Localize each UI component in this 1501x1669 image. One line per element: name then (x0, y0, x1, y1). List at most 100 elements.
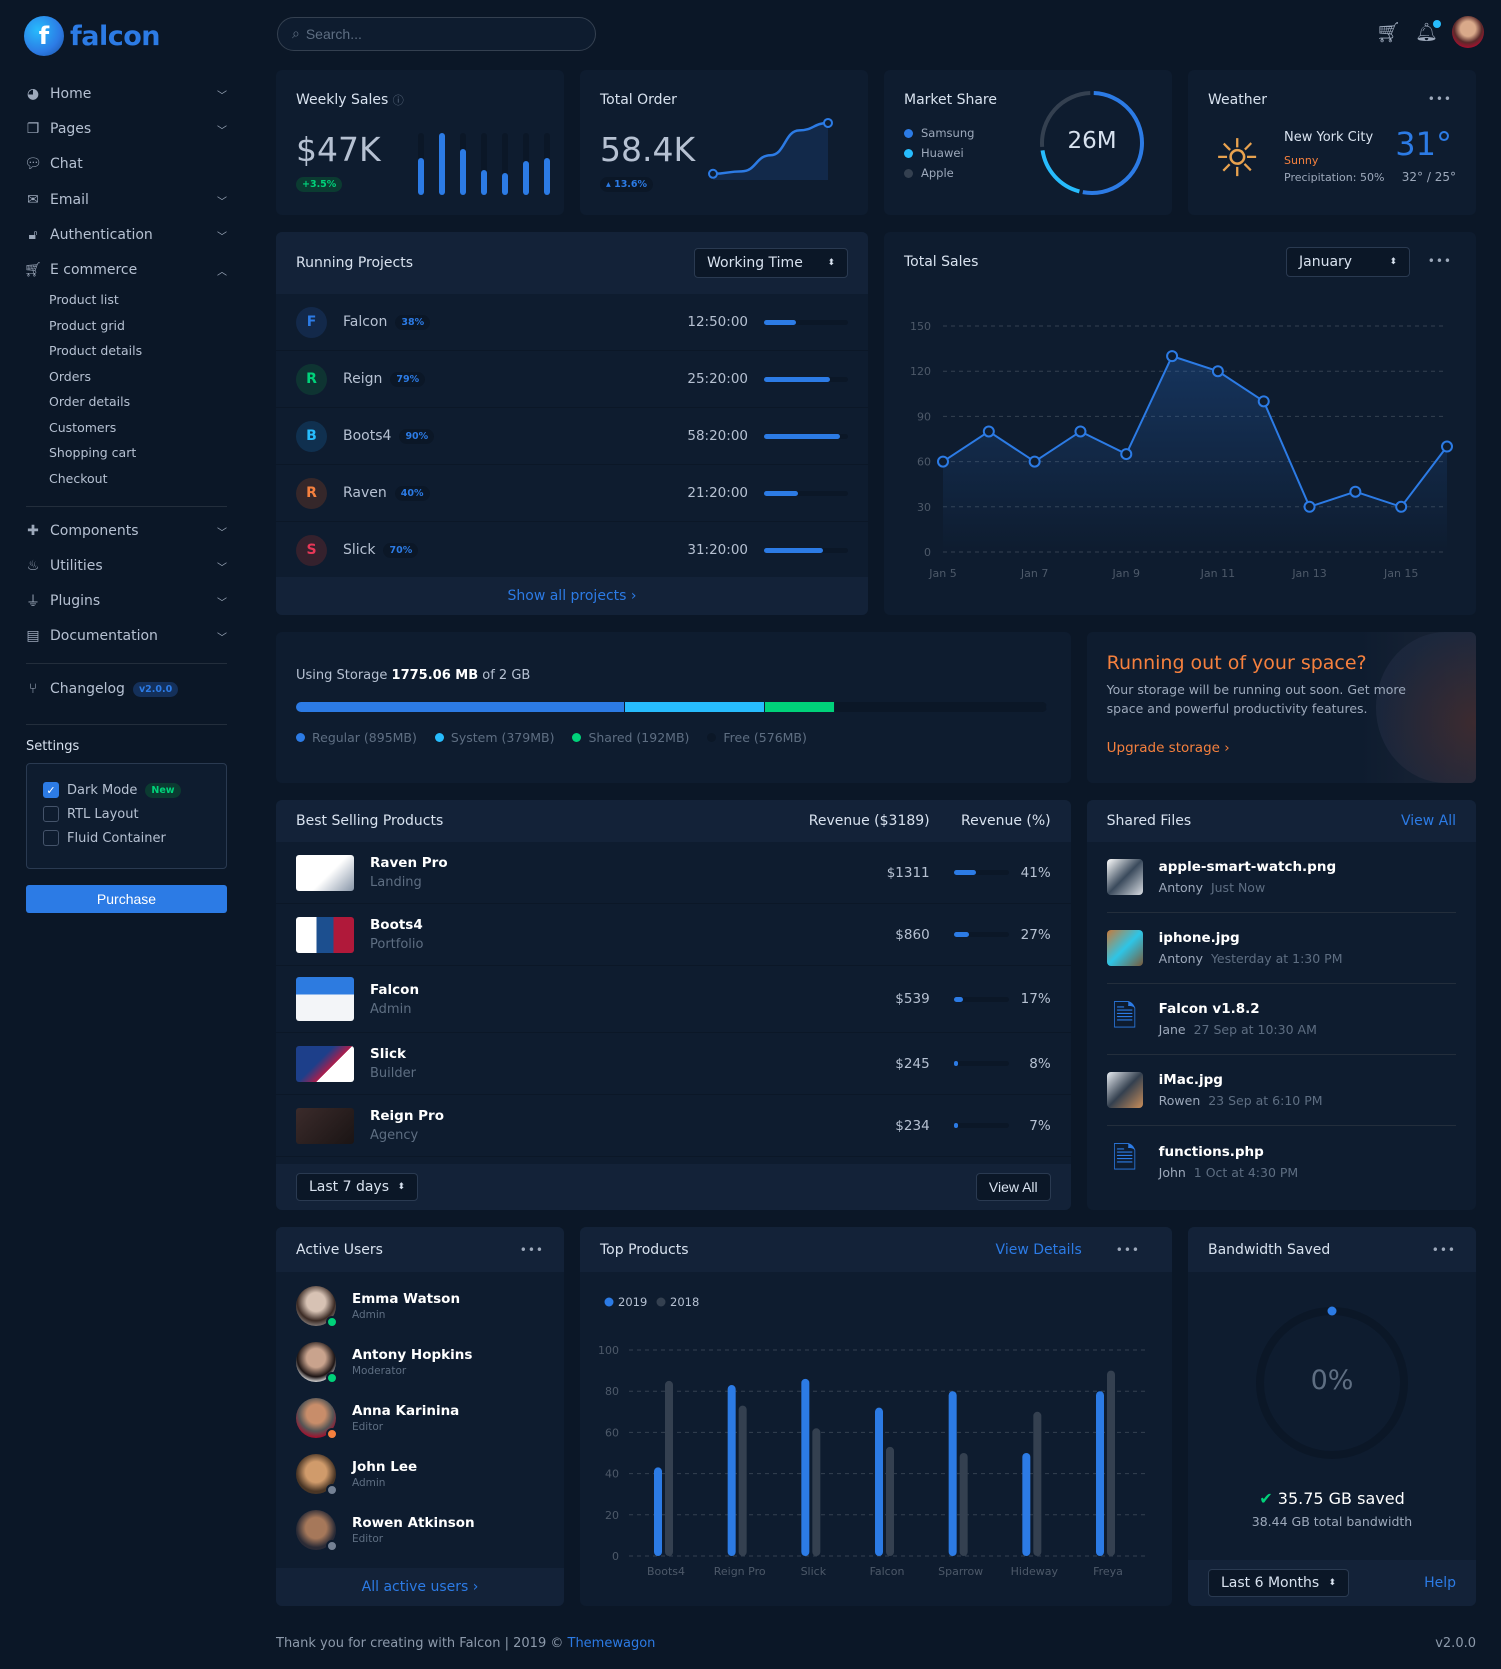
setting-option[interactable]: ✓ Dark Mode New (43, 782, 181, 798)
sidebar-subitem[interactable]: Orders (49, 368, 92, 384)
month-select[interactable]: January ⬍ (1286, 247, 1410, 277)
x-tick-label: Jan 11 (1200, 567, 1235, 580)
active-user-item[interactable]: Anna Karinina Editor (276, 1390, 564, 1446)
shared-file-item[interactable]: iphone.jpg Antony Yesterday at 1:30 PM (1106, 913, 1456, 984)
product-revenue: $539 (895, 991, 930, 1007)
fire-icon: ♨ (26, 558, 40, 574)
search-bar[interactable]: ⌕ (277, 17, 596, 51)
help-link[interactable]: Help (1424, 1575, 1456, 1591)
sidebar-subitem[interactable]: Product grid (49, 317, 125, 333)
running-projects-card: Running Projects Working Time ⬍ F Falcon … (276, 232, 868, 615)
sidebar-item-e-commerce[interactable]: 🛒︎ E commerce ︿ (24, 257, 227, 283)
sidebar-item-pages[interactable]: ❐ Pages ﹀ (24, 116, 227, 142)
shared-file-item[interactable]: apple-smart-watch.png Antony Just Now (1106, 842, 1456, 913)
product-row[interactable]: Boots4 Portfolio $860 27% (276, 904, 1071, 966)
x-tick-label: Jan 15 (1383, 567, 1418, 580)
sidebar-item-home[interactable]: ◕ Home ﹀ (24, 81, 227, 107)
shared-file-item[interactable]: 🗎︎ functions.php John 1 Oct at 4:30 PM (1107, 1126, 1456, 1197)
view-details-link[interactable]: View Details (995, 1241, 1082, 1258)
sidebar-subitem[interactable]: Shopping cart (49, 445, 137, 460)
legend-label: System (379MB) (450, 730, 555, 745)
date-range-select[interactable]: Last 7 days ⬍ (296, 1173, 418, 1201)
product-row[interactable]: Falcon Admin $539 17% (276, 966, 1071, 1033)
sidebar-item-changelog[interactable]: ⑂ Changelog v2.0.0 (24, 676, 227, 702)
working-time-select[interactable]: Working Time ⬍ (694, 248, 848, 278)
show-all-projects-link[interactable]: Show all projects › (276, 577, 868, 615)
sidebar-item-plugins[interactable]: ⏚ Plugins ﹀ (24, 588, 227, 614)
donut-slice-samsung (1082, 91, 1144, 195)
y-tick-label: 80 (605, 1385, 619, 1398)
weekly-sales-bar (544, 133, 550, 195)
user-avatar (296, 1454, 338, 1496)
more-options-icon[interactable]: ••• (1427, 254, 1452, 268)
help-icon[interactable]: ⓘ (392, 94, 404, 107)
product-row[interactable]: Raven Pro Landing $1311 41% (276, 842, 1071, 904)
total-order-card: Total Order 58.4K ▴ 13.6% (580, 70, 868, 215)
checkbox[interactable] (43, 830, 59, 846)
sidebar-subitem[interactable]: Product details (49, 343, 143, 358)
period-select[interactable]: Last 6 Months ⬍ (1208, 1569, 1349, 1597)
more-options-icon[interactable]: ••• (519, 1242, 544, 1257)
view-all-link[interactable]: View All (1400, 813, 1456, 829)
sidebar-item-documentation[interactable]: ▤ Documentation ﹀ (24, 623, 227, 649)
weather-range: 32° / 25° (1401, 170, 1456, 184)
project-progress (764, 433, 848, 439)
sales-point (1395, 500, 1408, 513)
project-row[interactable]: S Slick 70% 31:20:00 (276, 522, 868, 579)
brand-logo[interactable]: f falcon (24, 16, 161, 56)
sidebar-item-email[interactable]: ✉ Email ﹀ (24, 187, 227, 213)
shared-file-item[interactable]: 🗎︎ Falcon v1.8.2 Jane 27 Sep at 10:30 AM (1106, 984, 1456, 1055)
more-options-icon[interactable]: ••• (1431, 1242, 1456, 1257)
active-user-item[interactable]: Emma Watson Admin (276, 1278, 564, 1334)
user-avatar[interactable] (1452, 16, 1484, 48)
notification-bell-icon[interactable]: 🔔︎ (1415, 19, 1441, 43)
sidebar-subitem[interactable]: Product list (49, 292, 119, 307)
more-options-icon[interactable]: ••• (1115, 1242, 1140, 1257)
shopping-cart-icon[interactable]: 🛒︎ (1375, 20, 1402, 44)
purchase-button[interactable]: Purchase (26, 885, 227, 913)
active-user-item[interactable]: Rowen Atkinson Editor (276, 1502, 564, 1558)
sidebar-item-authentication[interactable]: 🔓︎ Authentication ﹀ (24, 222, 227, 248)
shared-file-item[interactable]: iMac.jpg Rowen 23 Sep at 6:10 PM (1106, 1055, 1456, 1126)
active-user-item[interactable]: Antony Hopkins Moderator (276, 1334, 564, 1390)
upgrade-storage-link[interactable]: Upgrade storage › (1106, 740, 1230, 756)
all-active-users-link[interactable]: All active users › (276, 1568, 564, 1606)
project-percent-badge: 38% (395, 314, 431, 330)
setting-option[interactable]: Fluid Container (43, 830, 166, 846)
project-progress (764, 319, 848, 325)
sales-point (1441, 440, 1453, 453)
sidebar-item-chat[interactable]: 💬︎ Chat (24, 151, 227, 177)
sidebar-item-label: Utilities (50, 558, 103, 574)
product-thumbnail (296, 854, 354, 891)
project-row[interactable]: B Boots4 90% 58:20:00 (276, 408, 868, 465)
sidebar-subitem[interactable]: Checkout (49, 470, 108, 486)
product-row[interactable]: Slick Builder $245 8% (276, 1033, 1071, 1095)
sort-icon: ⬍ (1328, 1578, 1336, 1588)
sidebar-subitem[interactable]: Customers (49, 419, 117, 435)
view-all-button[interactable]: View All (975, 1173, 1051, 1201)
project-time: 21:20:00 (687, 485, 748, 501)
sidebar-item-components[interactable]: ✚ Components ﹀ (24, 518, 227, 544)
total-sales-chart: 0 30 60 90 120 150 Jan 5 Jan 7 Jan 9 Jan 11 Jan 13… (910, 320, 1453, 580)
product-row[interactable]: Reign Pro Agency $234 7% (276, 1095, 1071, 1157)
project-row[interactable]: F Falcon 38% 12:50:00 (276, 294, 868, 351)
revenue-progress (953, 1123, 1009, 1128)
weather-card: Weather ••• ☼ New York City Sunny Precip… (1188, 70, 1476, 215)
active-user-item[interactable]: John Lee Admin (276, 1446, 564, 1502)
setting-option[interactable]: RTL Layout (43, 806, 139, 822)
sidebar-subitem[interactable]: Order details (49, 394, 131, 409)
more-options-icon[interactable]: ••• (1427, 92, 1452, 106)
sidebar-item-utilities[interactable]: ♨ Utilities ﹀ (24, 553, 227, 579)
checkbox[interactable] (43, 806, 59, 822)
project-name: Falcon (343, 314, 388, 330)
project-percent-badge: 70% (383, 542, 419, 558)
project-row[interactable]: R Reign 79% 25:20:00 (276, 351, 868, 408)
upgrade-text: Your storage will be running out soon. G… (1106, 682, 1406, 716)
search-input[interactable] (305, 26, 566, 42)
themewagon-link[interactable]: Themewagon (567, 1636, 656, 1651)
product-percent: 8% (1029, 1055, 1051, 1072)
product-type: Builder (370, 1066, 416, 1081)
checkbox[interactable]: ✓ (43, 782, 59, 798)
project-progress (764, 490, 848, 496)
project-row[interactable]: R Raven 40% 21:20:00 (276, 465, 868, 522)
